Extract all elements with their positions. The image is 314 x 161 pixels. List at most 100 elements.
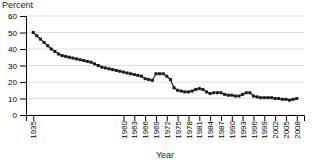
marker: [238, 95, 241, 98]
marker: [284, 98, 287, 101]
y-tick: 50: [8, 29, 26, 38]
y-tick-mark: [20, 33, 26, 34]
y-tick: 30: [8, 62, 26, 71]
marker: [205, 90, 208, 93]
marker: [57, 52, 60, 55]
x-tick-mark: [253, 115, 254, 121]
y-tick-mark: [20, 66, 26, 67]
marker: [252, 95, 255, 98]
x-tick-mark: [167, 115, 168, 121]
y-tick-label: 50: [8, 29, 17, 38]
x-tick-mark: [243, 115, 244, 121]
marker: [180, 90, 183, 93]
x-tick-label: 1990: [228, 120, 237, 138]
marker: [97, 64, 100, 67]
x-tick: 1999: [260, 115, 269, 139]
x-tick-mark: [178, 115, 179, 121]
x-tick-label: 1966: [141, 120, 150, 138]
marker: [79, 58, 82, 61]
marker: [122, 71, 125, 74]
marker: [35, 34, 38, 37]
x-tick: 1960: [120, 115, 129, 139]
marker: [111, 68, 114, 71]
x-tick: 2005: [282, 115, 291, 139]
marker: [259, 96, 262, 99]
y-tick-mark: [20, 115, 26, 116]
marker: [270, 96, 273, 99]
marker: [82, 59, 85, 62]
marker: [115, 69, 118, 72]
marker: [53, 50, 56, 53]
marker: [198, 87, 201, 90]
plot-area: 1935196019631966196919721975197819811984…: [8, 12, 304, 139]
marker: [201, 88, 204, 91]
marker: [256, 95, 259, 98]
y-axis-line: [20, 17, 27, 116]
marker: [176, 89, 179, 92]
x-tick-label: 1978: [185, 120, 194, 138]
marker: [144, 77, 147, 80]
x-tick-label: 1935: [29, 120, 38, 138]
x-tick: 1993: [239, 115, 248, 139]
marker: [154, 72, 157, 75]
x-tick-label: 2008: [293, 120, 302, 138]
x-tick-label: 1969: [152, 120, 161, 138]
x-axis-line: [27, 116, 305, 122]
x-tick-mark: [264, 115, 265, 121]
marker: [75, 57, 78, 60]
x-tick-label: 2005: [282, 120, 291, 138]
marker: [89, 61, 92, 64]
marker: [158, 72, 161, 75]
x-tick-label: 1963: [130, 120, 139, 138]
marker: [227, 94, 230, 97]
x-axis-title: Year: [156, 150, 174, 160]
x-tick: 2002: [271, 115, 280, 139]
x-tick-label: 1996: [250, 120, 259, 138]
y-tick: 60: [8, 12, 26, 21]
x-tick-label: 1975: [174, 120, 183, 138]
marker: [274, 97, 277, 100]
marker: [93, 62, 96, 65]
x-tick-mark: [156, 115, 157, 121]
marker: [209, 92, 212, 95]
marker: [162, 72, 165, 75]
grid-line: [26, 82, 304, 83]
marker: [50, 48, 53, 51]
x-tick-label: 1981: [195, 120, 204, 138]
marker: [133, 73, 136, 76]
x-tick: 1978: [185, 115, 194, 139]
marker: [151, 79, 154, 82]
marker: [147, 78, 150, 81]
x-tick: 1996: [250, 115, 259, 139]
x-tick-label: 1972: [163, 120, 172, 138]
marker: [216, 91, 219, 94]
x-tick: 1990: [228, 115, 237, 139]
x-tick: 1981: [195, 115, 204, 139]
y-tick-mark: [20, 16, 26, 17]
marker: [183, 90, 186, 93]
marker: [165, 75, 168, 78]
y-axis: 0102030405060: [8, 12, 26, 120]
marker: [100, 66, 103, 69]
marker: [194, 88, 197, 91]
x-tick-label: 1987: [217, 120, 226, 138]
x-tick: 1972: [163, 115, 172, 139]
marker: [129, 72, 132, 75]
y-tick-label: 20: [8, 78, 17, 87]
marker: [71, 57, 74, 60]
line: [33, 33, 297, 101]
marker: [118, 70, 121, 73]
x-tick-label: 1960: [120, 120, 129, 138]
x-tick-mark: [297, 115, 298, 121]
x-tick-mark: [188, 115, 189, 121]
x-tick: 1975: [174, 115, 183, 139]
x-tick-mark: [286, 115, 287, 121]
marker: [288, 99, 291, 102]
x-tick-mark: [275, 115, 276, 121]
marker: [281, 98, 284, 101]
grid-line: [26, 65, 304, 66]
marker: [266, 96, 269, 99]
x-tick-label: 2002: [271, 120, 280, 138]
marker: [173, 86, 176, 89]
marker: [245, 91, 248, 94]
